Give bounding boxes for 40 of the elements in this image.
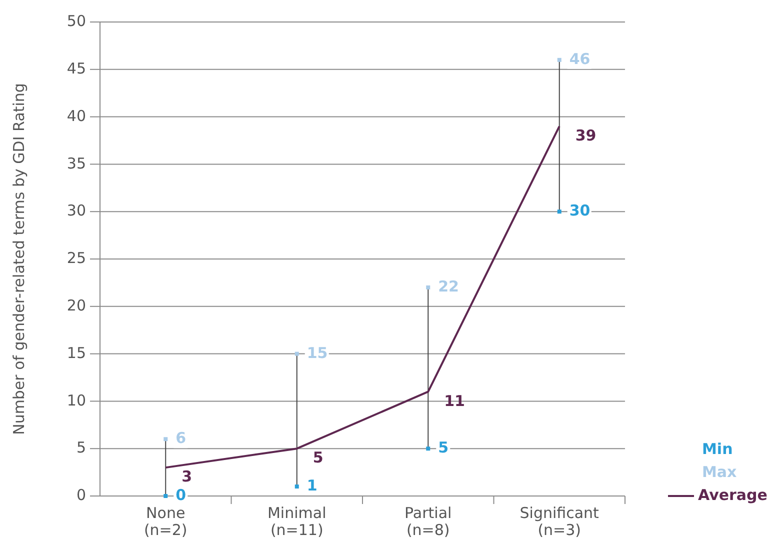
point	[164, 437, 168, 442]
text: Min	[702, 440, 733, 458]
y-tick-label: 0	[76, 486, 86, 504]
legend-label: Average	[698, 486, 768, 504]
point	[426, 285, 430, 290]
line-series	[164, 125, 560, 469]
point	[294, 484, 299, 489]
y-tick-label: 30	[66, 202, 86, 220]
data-label: 5	[312, 448, 324, 467]
y-tick-label: 45	[66, 59, 86, 78]
data-label: 1	[306, 476, 318, 495]
y-tick-label: 15	[66, 344, 86, 362]
data-label: 6	[176, 429, 186, 448]
point	[557, 210, 562, 214]
x-tick-label: Partial (n=8)	[404, 504, 452, 539]
data-label: 39	[575, 126, 596, 144]
y-tick-label: 40	[66, 106, 86, 125]
y-tick-label: 35	[66, 154, 86, 172]
data-label: 22	[438, 278, 459, 296]
data-label: 15	[306, 344, 328, 362]
text: Max	[702, 463, 738, 482]
x-tick-label: Minimal (n=11)	[267, 504, 326, 539]
x-tick-label: None (n=2)	[144, 504, 188, 539]
y-axis-title: Number of gender-related terms by GDI Rating	[10, 83, 28, 435]
x-tick-label: Significant (n=3)	[520, 504, 600, 539]
point	[426, 446, 430, 451]
data-label: 30	[569, 202, 590, 220]
data-label: 5	[438, 438, 449, 457]
data-label: 46	[569, 50, 590, 68]
data-label: 11	[444, 392, 465, 410]
y-tick-label: 10	[66, 391, 86, 410]
point	[164, 494, 168, 498]
y-tick-label: 20	[66, 296, 86, 315]
y-tick-label: 5	[76, 438, 86, 457]
point	[294, 352, 299, 356]
point	[557, 58, 562, 62]
y-tick-label: 25	[66, 249, 86, 268]
y-tick-label: 50	[66, 12, 86, 30]
data-label: 3	[182, 468, 192, 486]
data-label: 0	[176, 486, 186, 504]
